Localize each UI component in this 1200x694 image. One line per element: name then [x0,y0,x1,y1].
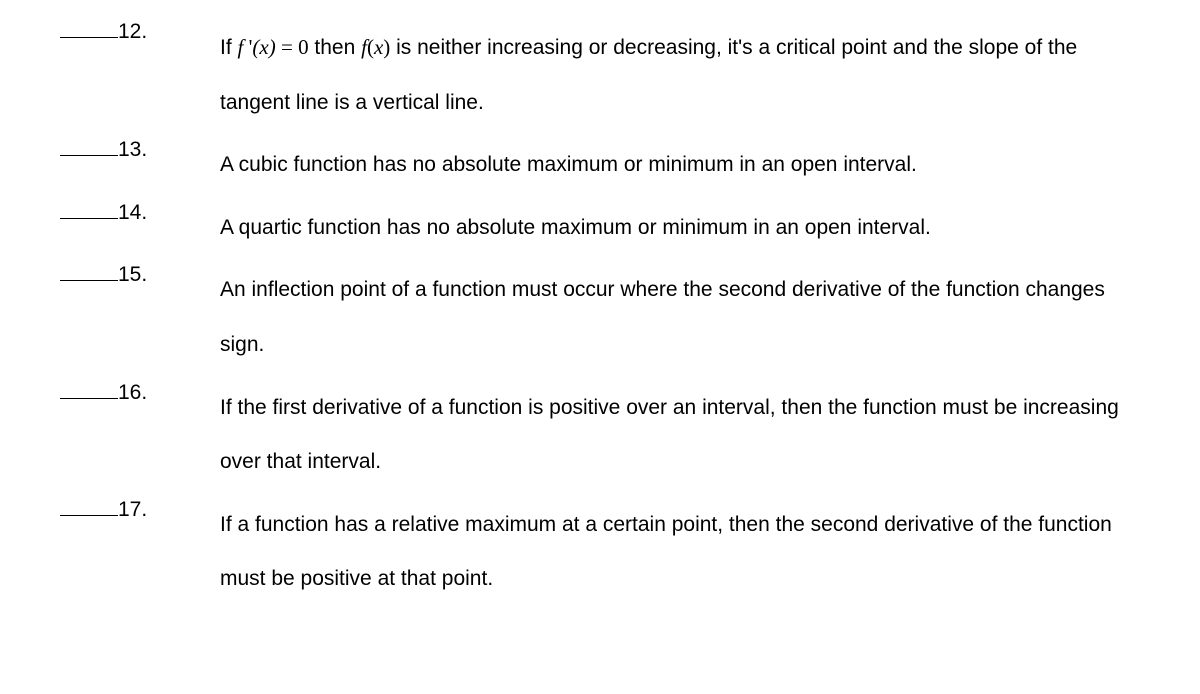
math-expr-2: f(x) [361,35,390,59]
question-17: 17. If a function has a relative maximum… [60,498,1140,607]
math-expr-1: f '(x) = 0 [238,35,309,59]
question-text-12: If f '(x) = 0 then f(x) is neither incre… [220,20,1140,130]
question-text-16: If the first derivative of a function is… [220,381,1140,490]
question-number-label: 13. [118,138,147,162]
question-13: 13. A cubic function has no absolute max… [60,138,1140,193]
answer-blank[interactable] [60,218,118,219]
answer-blank[interactable] [60,155,118,156]
question-number-label: 15. [118,263,147,287]
answer-blank[interactable] [60,398,118,399]
text-mid: then [309,36,362,59]
blank-number-12: 12. [60,20,220,44]
blank-number-17: 17. [60,498,220,522]
blank-number-14: 14. [60,201,220,225]
question-number-label: 16. [118,381,147,405]
question-text-17: If a function has a relative maximum at … [220,498,1140,607]
answer-blank[interactable] [60,515,118,516]
answer-blank[interactable] [60,37,118,38]
question-number-label: 17. [118,498,147,522]
question-text-15: An inflection point of a function must o… [220,263,1140,372]
text-pre: If [220,36,238,59]
question-15: 15. An inflection point of a function mu… [60,263,1140,372]
blank-number-15: 15. [60,263,220,287]
blank-number-16: 16. [60,381,220,405]
question-14: 14. A quartic function has no absolute m… [60,201,1140,256]
answer-blank[interactable] [60,280,118,281]
question-16: 16. If the first derivative of a functio… [60,381,1140,490]
question-text-14: A quartic function has no absolute maxim… [220,201,1140,256]
question-12: 12. If f '(x) = 0 then f(x) is neither i… [60,20,1140,130]
question-number-label: 12. [118,20,147,44]
question-text-13: A cubic function has no absolute maximum… [220,138,1140,193]
blank-number-13: 13. [60,138,220,162]
question-number-label: 14. [118,201,147,225]
